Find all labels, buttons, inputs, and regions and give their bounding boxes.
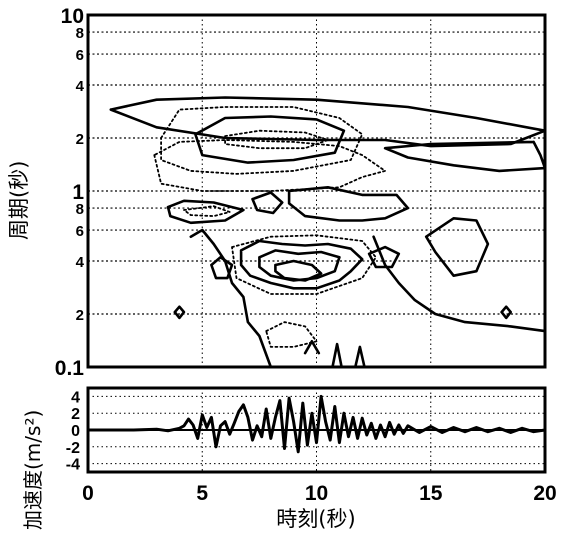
contour-line-solid — [303, 339, 321, 355]
x-tick-label: 0 — [82, 482, 94, 505]
spectrogram-contours — [109, 96, 547, 369]
spectrogram-y-major-tick-label: 0.1 — [55, 357, 85, 380]
spectrogram-y-minor-tick-label: 8 — [76, 25, 84, 42]
accel-y-tick-label: -2 — [66, 440, 80, 457]
contour-line-solid — [109, 96, 547, 148]
spectrogram-frame — [86, 13, 547, 369]
contour-line-solid — [500, 305, 513, 320]
spectrogram-y-major-tick-label: 10 — [61, 5, 84, 28]
contour-line-solid — [331, 342, 343, 369]
contour-line-dotted — [183, 205, 231, 218]
x-tick-label: 20 — [533, 482, 556, 505]
contour-line-solid — [258, 249, 341, 282]
x-axis-label: 時刻(秒) — [276, 507, 355, 531]
contour-line-solid — [166, 199, 245, 225]
contour-line-solid — [424, 217, 490, 278]
accel-y-axis-label: 加速度(m/s²) — [21, 410, 45, 530]
accel-y-tick-label: -4 — [66, 457, 80, 474]
x-tick-label: 10 — [305, 482, 328, 505]
contour-line-solid — [287, 186, 410, 222]
x-tick-label: 15 — [419, 482, 443, 505]
contour-line-solid — [194, 115, 346, 164]
spectrogram-y-minor-tick-label: 2 — [76, 131, 84, 148]
accel-y-tick-label: 0 — [71, 423, 80, 440]
accel-frame — [86, 386, 547, 474]
contour-line-solid — [274, 259, 323, 282]
spectrogram-y-minor-tick-label: 2 — [76, 307, 84, 324]
spectrogram-y-minor-tick-label: 4 — [76, 78, 85, 95]
contour-line-dotted — [231, 234, 377, 295]
contour-line-solid — [239, 239, 364, 290]
contour-line-dotted — [160, 106, 364, 175]
spectrogram-y-major-tick-label: 1 — [72, 181, 84, 204]
contour-line-solid — [353, 345, 366, 369]
contour-line-dotted — [265, 321, 318, 348]
contour-line-solid — [383, 140, 547, 173]
spectrogram-grid — [88, 15, 545, 367]
spectrogram-y-minor-tick-label: 4 — [76, 254, 85, 271]
contour-line-dotted — [153, 139, 387, 192]
contour-line-solid — [173, 305, 186, 320]
accel-series-line — [88, 394, 546, 454]
spectrogram-y-minor-tick-label: 8 — [76, 201, 84, 218]
accel-y-tick-label: 4 — [71, 389, 80, 406]
contour-line-solid — [367, 245, 401, 269]
contour-line-solid — [251, 191, 284, 215]
accel-y-tick-label: 2 — [71, 406, 80, 423]
spectrogram-y-axis-label: 周期(秒) — [7, 161, 31, 240]
x-ticks: 0 5 10 15 20 — [82, 482, 557, 505]
spectrogram-y-minor-tick-label: 6 — [76, 223, 84, 240]
contour-line-solid — [189, 228, 273, 369]
contour-line-solid — [372, 235, 547, 333]
spectrogram-y-ticks: 0.1 1 10 2 4 6 8 2 4 6 8 — [55, 5, 85, 380]
spectrogram-y-minor-tick-label: 6 — [76, 47, 84, 64]
x-tick-label: 5 — [196, 482, 208, 505]
